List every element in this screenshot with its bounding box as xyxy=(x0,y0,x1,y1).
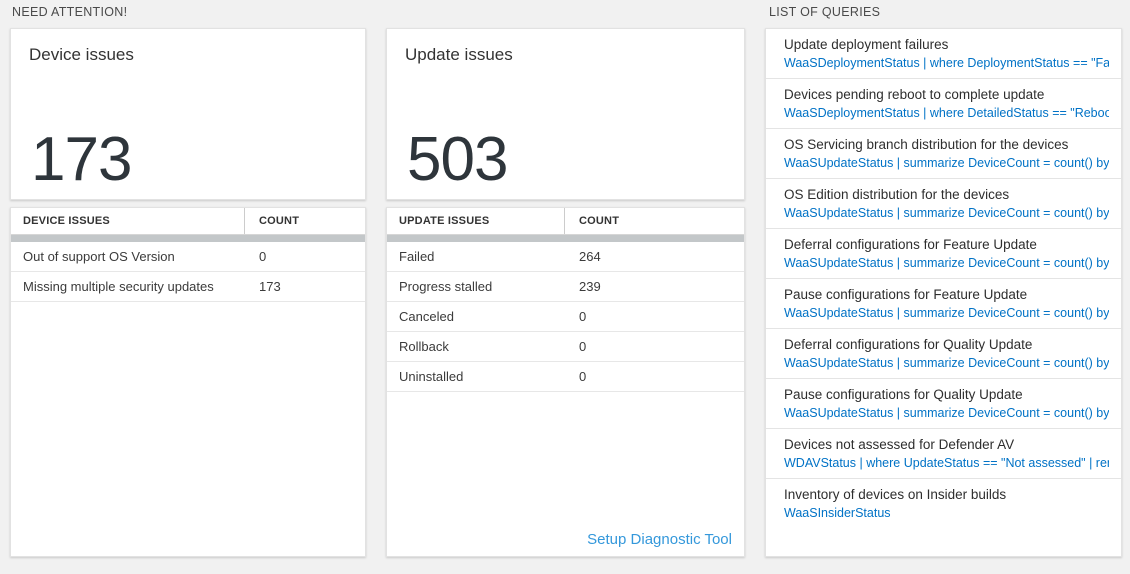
column-header-device-issues[interactable]: DEVICE ISSUES xyxy=(11,208,245,234)
query-item[interactable]: Deferral configurations for Quality Upda… xyxy=(766,329,1121,379)
query-title: Pause configurations for Feature Update xyxy=(784,287,1028,302)
column-header-count[interactable]: COUNT xyxy=(259,215,300,227)
query-title: Deferral configurations for Feature Upda… xyxy=(784,237,1037,252)
horizontal-scrollbar[interactable] xyxy=(11,235,365,242)
query-item[interactable]: Pause configurations for Feature Update … xyxy=(766,279,1121,329)
query-item[interactable]: OS Servicing branch distribution for the… xyxy=(766,129,1121,179)
query-text: WaaSUpdateStatus | summarize DeviceCount… xyxy=(784,306,1109,320)
device-issues-table: DEVICE ISSUES COUNT Out of support OS Ve… xyxy=(10,207,366,557)
row-label: Failed xyxy=(399,249,435,264)
query-text: WaaSUpdateStatus | summarize DeviceCount… xyxy=(784,406,1109,420)
table-row[interactable]: Rollback 0 xyxy=(387,332,744,362)
query-title: Devices not assessed for Defender AV xyxy=(784,437,1015,452)
query-item[interactable]: Update deployment failures WaaSDeploymen… xyxy=(766,29,1121,79)
device-issues-title: Device issues xyxy=(29,45,134,64)
query-item[interactable]: OS Edition distribution for the devices … xyxy=(766,179,1121,229)
query-item[interactable]: Inventory of devices on Insider builds W… xyxy=(766,479,1121,528)
update-issues-table: UPDATE ISSUES COUNT Failed 264 Progress … xyxy=(386,207,745,557)
update-table-header: UPDATE ISSUES COUNT xyxy=(387,208,744,235)
query-text: WaaSUpdateStatus | summarize DeviceCount… xyxy=(784,206,1109,220)
row-count: 0 xyxy=(579,339,587,354)
query-text: WDAVStatus | where UpdateStatus == "Not … xyxy=(784,456,1109,470)
update-issues-tile[interactable]: Update issues 503 xyxy=(386,28,745,200)
queries-panel: Update deployment failures WaaSDeploymen… xyxy=(765,28,1122,557)
row-count: 0 xyxy=(579,309,587,324)
row-label: Rollback xyxy=(399,339,449,354)
device-issues-tile[interactable]: Device issues 173 xyxy=(10,28,366,200)
table-row[interactable]: Failed 264 xyxy=(387,242,744,272)
row-count: 173 xyxy=(259,279,281,294)
update-issues-title: Update issues xyxy=(405,45,513,64)
device-issues-count: 173 xyxy=(31,125,132,194)
need-attention-header: NEED ATTENTION! xyxy=(12,5,128,19)
table-row[interactable]: Missing multiple security updates 173 xyxy=(11,272,365,302)
device-table-header: DEVICE ISSUES COUNT xyxy=(11,208,365,235)
query-text: WaaSUpdateStatus | summarize DeviceCount… xyxy=(784,356,1109,370)
row-label: Progress stalled xyxy=(399,279,493,294)
query-item[interactable]: Devices not assessed for Defender AV WDA… xyxy=(766,429,1121,479)
query-title: OS Edition distribution for the devices xyxy=(784,187,1010,202)
row-label: Uninstalled xyxy=(399,369,464,384)
list-of-queries-header: LIST OF QUERIES xyxy=(769,5,881,19)
table-row[interactable]: Uninstalled 0 xyxy=(387,362,744,392)
row-count: 264 xyxy=(579,249,601,264)
query-item[interactable]: Devices pending reboot to complete updat… xyxy=(766,79,1121,129)
query-title: Deferral configurations for Quality Upda… xyxy=(784,337,1033,352)
row-label: Missing multiple security updates xyxy=(23,279,214,294)
query-text: WaaSDeploymentStatus | where DetailedSta… xyxy=(784,106,1109,120)
column-header-count[interactable]: COUNT xyxy=(579,215,620,227)
query-title: OS Servicing branch distribution for the… xyxy=(784,137,1069,152)
horizontal-scrollbar[interactable] xyxy=(387,235,744,242)
query-title: Pause configurations for Quality Update xyxy=(784,387,1023,402)
query-title: Devices pending reboot to complete updat… xyxy=(784,87,1045,102)
query-text: WaaSUpdateStatus | summarize DeviceCount… xyxy=(784,256,1109,270)
column-header-update-issues[interactable]: UPDATE ISSUES xyxy=(387,208,565,234)
table-row[interactable]: Progress stalled 239 xyxy=(387,272,744,302)
query-item[interactable]: Pause configurations for Quality Update … xyxy=(766,379,1121,429)
table-row[interactable]: Out of support OS Version 0 xyxy=(11,242,365,272)
table-row[interactable]: Canceled 0 xyxy=(387,302,744,332)
query-text: WaaSInsiderStatus xyxy=(784,506,891,520)
query-text: WaaSUpdateStatus | summarize DeviceCount… xyxy=(784,156,1109,170)
row-label: Canceled xyxy=(399,309,454,324)
row-count: 0 xyxy=(259,249,267,264)
row-label: Out of support OS Version xyxy=(23,249,175,264)
query-title: Update deployment failures xyxy=(784,37,949,52)
query-title: Inventory of devices on Insider builds xyxy=(784,487,1007,502)
row-count: 0 xyxy=(579,369,587,384)
row-count: 239 xyxy=(579,279,601,294)
setup-diagnostic-tool-link[interactable]: Setup Diagnostic Tool xyxy=(587,531,732,548)
query-item[interactable]: Deferral configurations for Feature Upda… xyxy=(766,229,1121,279)
update-issues-count: 503 xyxy=(407,125,508,194)
query-text: WaaSDeploymentStatus | where DeploymentS… xyxy=(784,56,1109,70)
